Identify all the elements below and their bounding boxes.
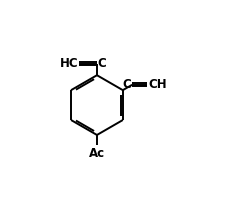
Text: C: C: [98, 57, 106, 70]
Text: HC: HC: [60, 57, 78, 70]
Text: C: C: [123, 78, 131, 91]
Text: CH: CH: [148, 78, 167, 91]
Text: Ac: Ac: [89, 147, 105, 160]
